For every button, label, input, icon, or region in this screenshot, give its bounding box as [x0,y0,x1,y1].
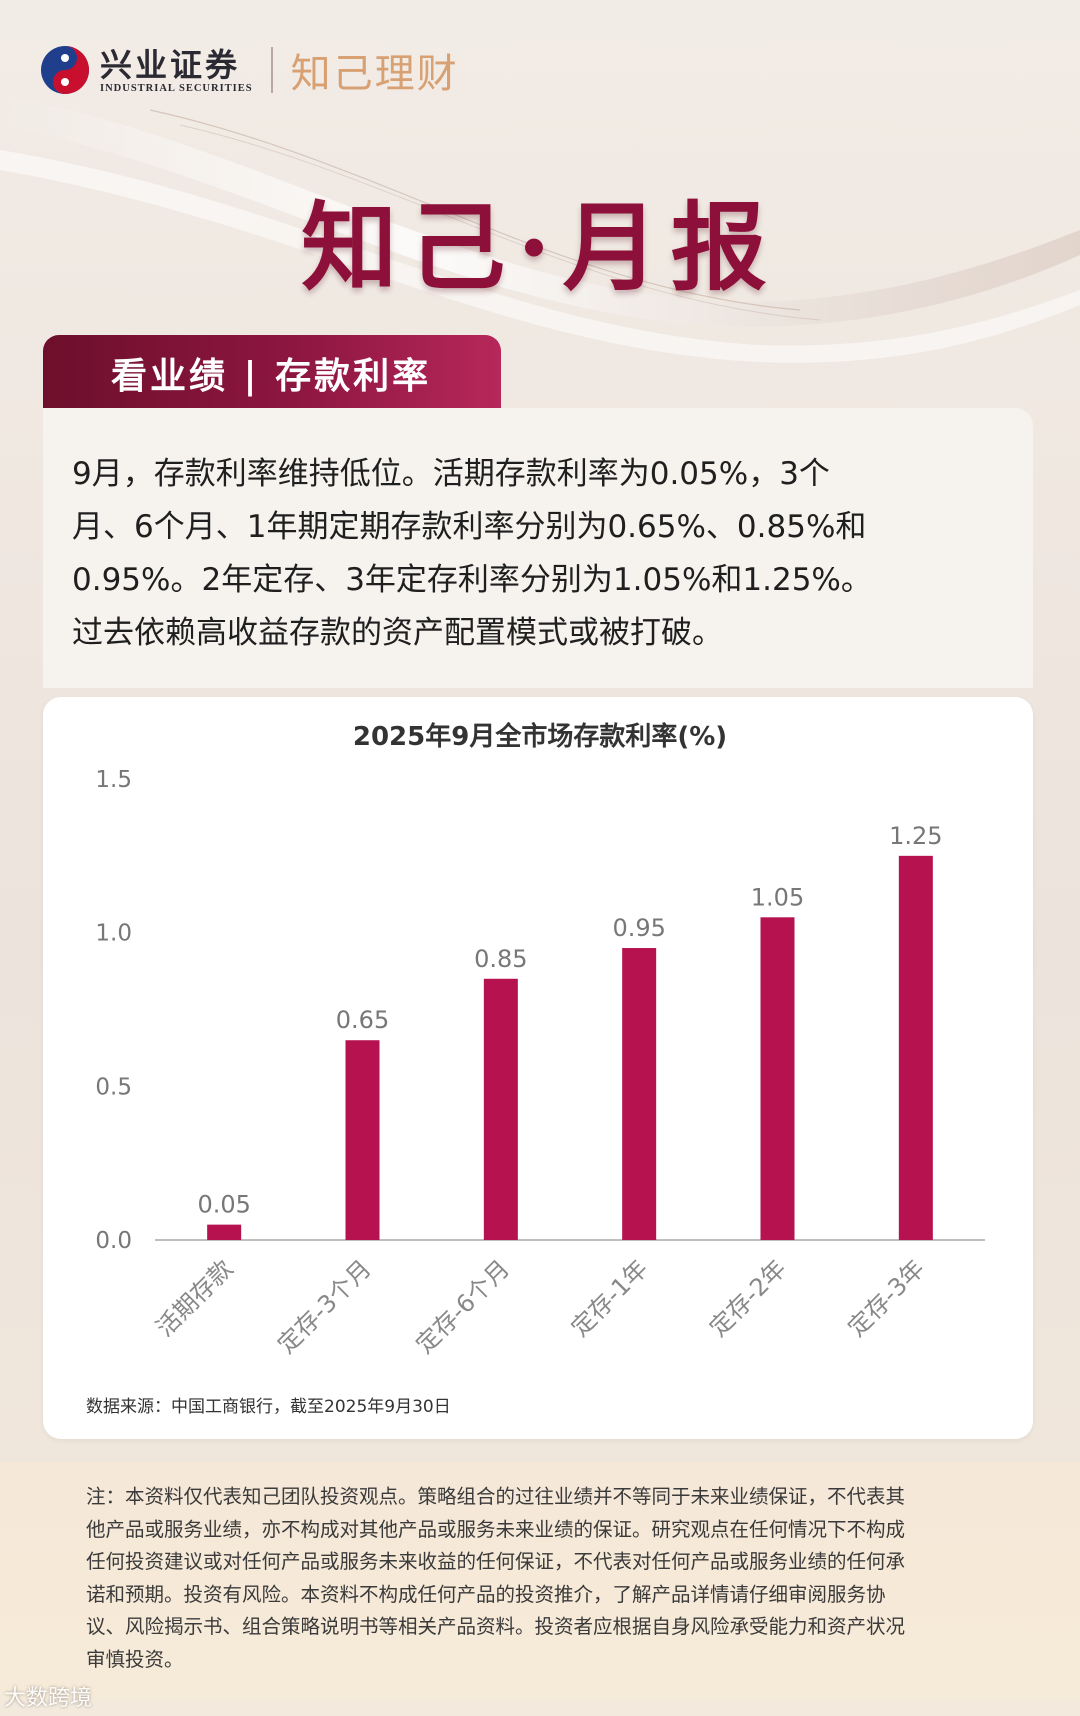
intro-line: 过去依赖高收益存款的资产配置模式或被打破。 [72,615,723,651]
intro-card [43,408,1033,688]
chart-card [43,697,1033,1439]
data-label: 0.85 [474,945,527,973]
disclaimer-line: 他产品或服务业绩，亦不构成对其他产品或服务未来业绩的保证。研究观点在任何情况下不… [86,1517,906,1541]
disclaimer-line: 诺和预期。投资有风险。本资料不构成任何产品的投资推介，了解产品详情请仔细审阅服务… [86,1582,886,1606]
x-tick-label: 活期存款 [151,1254,239,1342]
disclaimer-line: 议、风险揭示书、组合策略说明书等相关产品资料。投资者应根据自身风险承受能力和资产… [86,1615,906,1638]
page-title: 知己·月报 [301,191,779,304]
disclaimer-line: 任何投资建议或对任何产品或服务未来收益的任何保证，不代表对任何产品或服务业绩的任… [86,1550,906,1573]
intro-line: 0.95%。2年定存、3年定存利率分别为1.05%和1.25%。 [72,562,872,598]
section-tab-label: 看业绩 | 存款利率 [111,355,432,397]
data-label: 0.95 [612,914,665,942]
data-label: 0.65 [336,1006,389,1034]
bar [483,978,518,1240]
intro-line: 9月，存款利率维持低位。活期存款利率为0.05%，3个 [72,456,830,492]
chart-title: 2025年9月全市场存款利率(%) [353,721,727,752]
disclaimer-line: 注：本资料仅代表知己团队投资观点。策略组合的过往业绩并不等同于未来业绩保证，不代… [86,1485,906,1508]
x-tick-label: 定存-2年 [704,1254,792,1342]
x-tick-label: 定存-3年 [842,1254,930,1342]
brand-name: 兴业证券 [100,45,241,84]
disclaimer-text: 注：本资料仅代表知己团队投资观点。策略组合的过往业绩并不等同于未来业绩保证，不代… [86,1481,1006,1676]
section-tab: 看业绩 | 存款利率 [43,335,501,417]
brand-name-en: INDUSTRIAL SECURITIES [100,82,253,94]
sub-brand: 知己理财 [290,51,459,97]
intro-line: 月、6个月、1年期定期存款利率分别为0.65%、0.85%和 [72,509,867,545]
y-tick-label: 0.0 [95,1228,132,1254]
intro-text: 9月，存款利率维持低位。活期存款利率为0.05%，3个 月、6个月、1年期定期存… [72,448,992,660]
y-tick-label: 0.5 [95,1074,132,1100]
bar [760,917,795,1240]
bar [898,855,933,1240]
disclaimer-line: 审慎投资。 [86,1647,184,1671]
x-tick-label: 定存-6个月 [410,1254,515,1359]
data-label: 1.05 [751,883,804,911]
bar [207,1224,242,1240]
brand-header: 兴业证券 INDUSTRIAL SECURITIES 知己理财 [40,40,459,100]
data-source: 数据来源：中国工商银行，截至2025年9月30日 [86,1397,451,1417]
y-tick-label: 1.5 [95,767,132,793]
y-tick-label: 1.0 [95,921,132,947]
watermark: 大数跨境 [4,1686,93,1711]
header-divider [270,47,273,93]
background-swoosh [0,95,1080,363]
data-label: 0.05 [197,1191,250,1219]
x-tick-label: 定存-1年 [566,1254,654,1342]
disclaimer-panel [0,1462,1080,1700]
bar [622,948,657,1240]
data-label: 1.25 [889,822,942,850]
bar [345,1040,380,1240]
x-tick-label: 定存-3个月 [272,1254,377,1359]
brand-logo-icon [41,46,89,94]
bar-chart: 2025年9月全市场存款利率(%) 0.0 0.5 1.0 1.5 0.05 活期存款 0.6… [95,721,985,1359]
